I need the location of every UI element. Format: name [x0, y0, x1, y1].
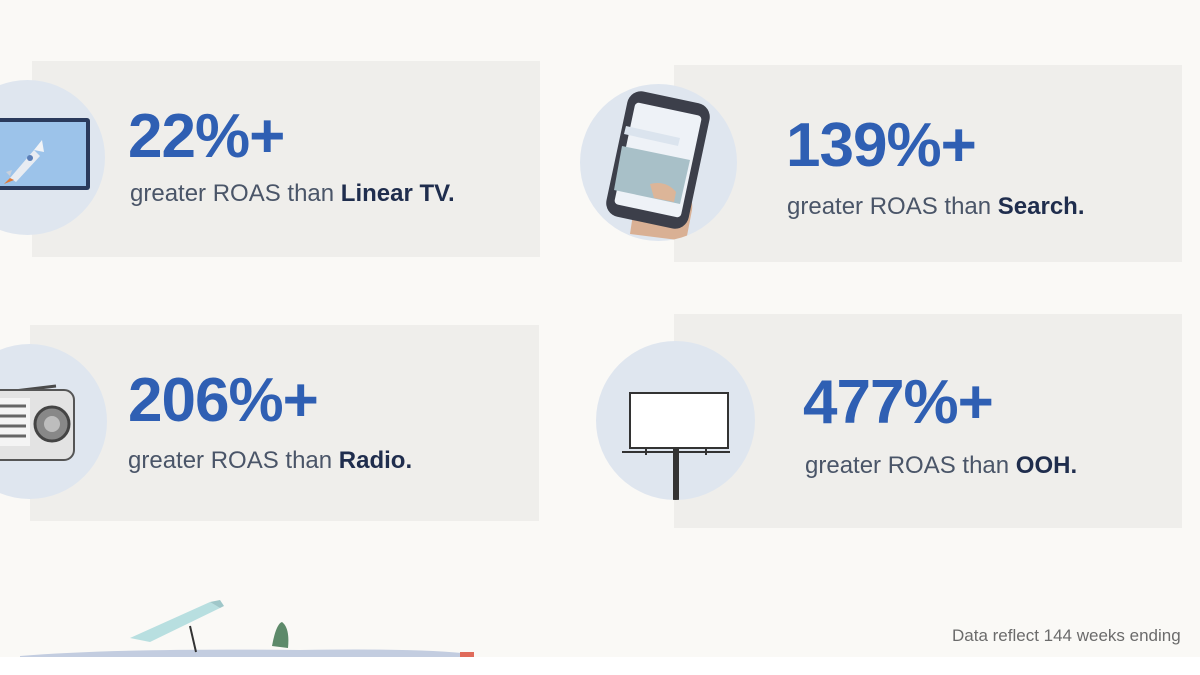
bottom-band [0, 657, 1200, 675]
billboard-icon-circle [596, 341, 755, 500]
stat-card-linear-tv [32, 61, 540, 257]
phone-icon-circle [580, 84, 737, 241]
stat-prefix: greater ROAS than [787, 193, 998, 220]
stat-value: 139%+ [786, 111, 977, 180]
stat-channel: Radio. [338, 447, 413, 474]
stat-description: greater ROAS than OOH. [805, 454, 1077, 478]
stat-description: greater ROAS than Search. [787, 195, 1085, 219]
stat-card-search [674, 65, 1182, 262]
stat-description: greater ROAS than Radio. [128, 449, 412, 473]
stat-prefix: greater ROAS than [128, 447, 339, 474]
convertible-car-icon [20, 600, 474, 660]
stat-value: 206%+ [128, 366, 319, 435]
stat-card-ooh [674, 314, 1182, 528]
stat-channel: OOH. [1015, 452, 1078, 479]
smartphone-hand-icon [606, 91, 710, 241]
stat-value: 477%+ [803, 368, 994, 437]
stat-channel: Search. [997, 193, 1085, 220]
stat-description: greater ROAS than Linear TV. [130, 182, 455, 206]
tv-rocket-icon [0, 118, 90, 190]
stat-prefix: greater ROAS than [805, 452, 1016, 479]
radio-icon [0, 384, 75, 461]
stat-prefix: greater ROAS than [130, 180, 341, 207]
billboard-icon [622, 392, 730, 500]
stat-card-radio [30, 325, 539, 521]
stat-channel: Linear TV. [340, 180, 455, 207]
stat-value: 22%+ [128, 102, 285, 171]
footnote: Data reflect 144 weeks ending [952, 626, 1181, 645]
